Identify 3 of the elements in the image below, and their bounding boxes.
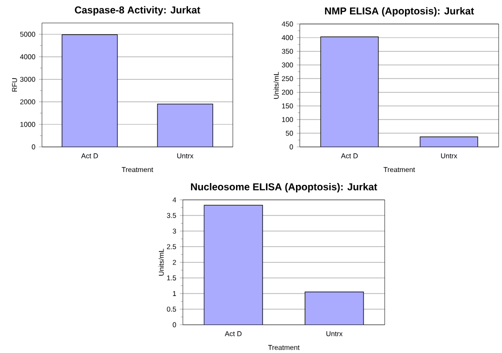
chart-title: Caspase-8 Activity: Jurkat: [74, 6, 200, 16]
chart-title: NMP ELISA (Apoptosis): Jurkat: [325, 7, 474, 16]
chart-title: Nucleosome ELISA (Apoptosis): Jurkat: [191, 182, 378, 192]
